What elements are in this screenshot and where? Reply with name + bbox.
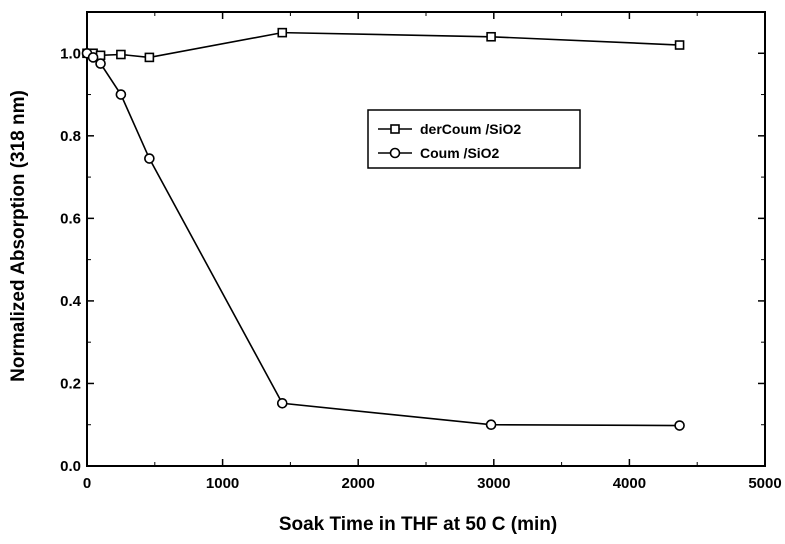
x-tick-label: 0: [83, 475, 91, 492]
data-point: [87, 52, 99, 63]
y-tick-label: 0.0: [60, 458, 81, 475]
legend-marker: [390, 124, 400, 134]
data-point: [485, 419, 497, 431]
x-axis-label: Soak Time in THF at 50 C (min): [279, 514, 557, 535]
legend: derCoum /SiO2 Coum /SiO2: [367, 109, 581, 169]
data-point: [674, 420, 685, 431]
legend-marker: [389, 147, 401, 159]
x-tick-label: 3000: [477, 475, 510, 492]
y-tick-label: 1.0: [60, 45, 81, 62]
data-point: [276, 397, 288, 409]
legend-label: Coum /SiO2: [420, 145, 500, 161]
legend-box: [367, 109, 581, 169]
y-tick-label: 0.2: [60, 375, 81, 392]
series-layer: [81, 27, 685, 431]
series-1: [82, 27, 685, 63]
series-line: [86, 52, 680, 427]
x-tick-label: 5000: [748, 475, 781, 492]
x-tick-label: 1000: [206, 475, 239, 492]
data-point: [116, 49, 126, 60]
x-tick-label: 4000: [613, 475, 646, 492]
data-point: [144, 153, 155, 164]
y-tick-label: 0.6: [60, 210, 81, 227]
axis-ticks: 0 1000 2000 3000 4000 5000 0.0 0.2 0.4 0.6 0.8 1.0: [60, 11, 782, 492]
x-tick-label: 2000: [342, 475, 375, 492]
data-point: [674, 40, 685, 50]
y-axis-label: Normalized Absorption (318 nm): [8, 90, 29, 382]
data-point: [277, 27, 288, 38]
data-point: [486, 31, 496, 42]
y-tick-label: 0.4: [60, 293, 82, 310]
legend-label: derCoum /SiO2: [420, 121, 521, 137]
series-line: [87, 31, 680, 59]
data-point: [144, 52, 155, 63]
plot-frame: [86, 11, 766, 467]
y-tick-label: 0.8: [60, 128, 81, 145]
series-2: [81, 47, 685, 431]
data-point: [115, 89, 127, 100]
data-point: [95, 58, 106, 69]
